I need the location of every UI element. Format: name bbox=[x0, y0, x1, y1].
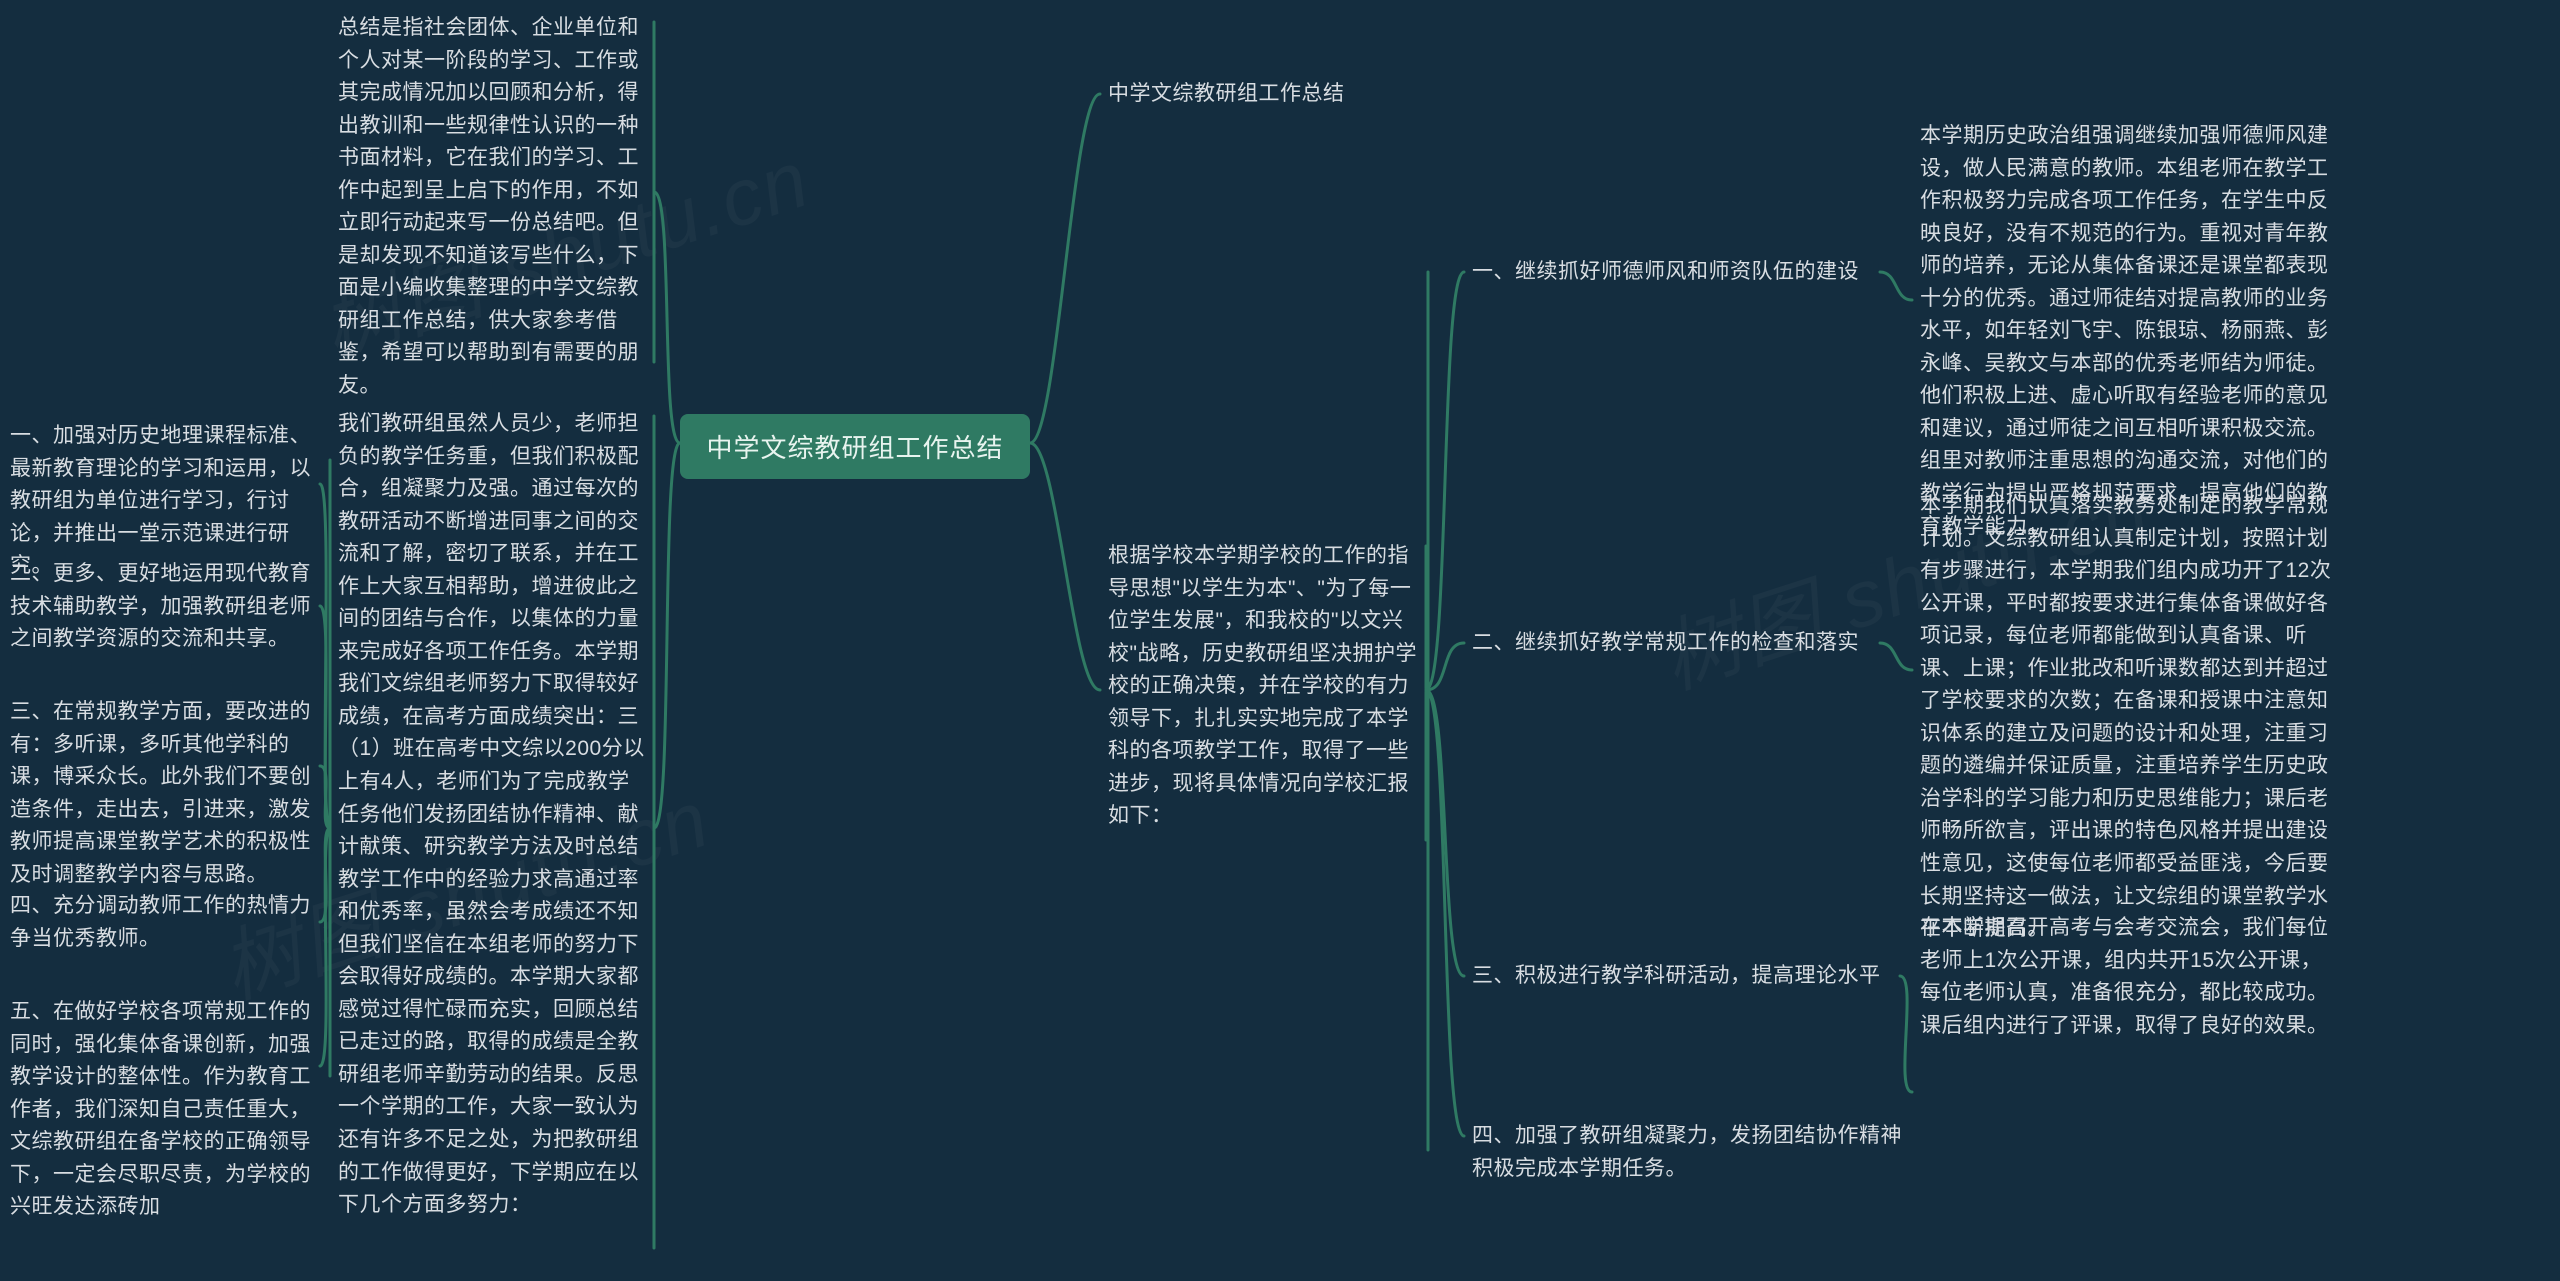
right-body: 根据学校本学期学校的工作的指导思想"以学生为本"、"为了每一位学生发展"，和我校… bbox=[1108, 540, 1418, 833]
left-item-3: 三、在常规教学方面，要改进的有：多听课，多听其他学科的课，博采众长。此外我们不要… bbox=[10, 696, 314, 891]
right-label-3: 三、积极进行教学科研活动，提高理论水平 bbox=[1472, 960, 1892, 993]
right-title: 中学文综教研组工作总结 bbox=[1108, 78, 1448, 111]
center-node: 中学文综教研组工作总结 bbox=[680, 414, 1030, 479]
right-label-4: 四、加强了教研组凝聚力，发扬团结协作精神积极完成本学期任务。 bbox=[1472, 1120, 1902, 1185]
mindmap-canvas: 树图 shutu.cn树图 shutu.cn树图 shutu.cn中学文综教研组… bbox=[0, 0, 2560, 1281]
left-item-4: 四、充分调动教师工作的热情力争当优秀教师。 bbox=[10, 890, 314, 955]
left-item-2: 二、更多、更好地运用现代教育技术辅助教学，加强教研组老师之间教学资源的交流和共享… bbox=[10, 558, 314, 656]
right-detail-1: 本学期历史政治组强调继续加强师德师风建设，做人民满意的教师。本组老师在教学工作积… bbox=[1920, 120, 2340, 543]
left-body: 我们教研组虽然人员少，老师担负的教学任务重，但我们积极配合，组凝聚力及强。通过每… bbox=[338, 408, 648, 1222]
left-intro: 总结是指社会团体、企业单位和个人对某一阶段的学习、工作或其完成情况加以回顾和分析… bbox=[338, 12, 648, 403]
left-item-5: 五、在做好学校各项常规工作的同时，强化集体备课创新，加强教学设计的整体性。作为教… bbox=[10, 996, 314, 1224]
right-label-1: 一、继续抓好师德师风和师资队伍的建设 bbox=[1472, 256, 1872, 289]
right-label-2: 二、继续抓好教学常规工作的检查和落实 bbox=[1472, 627, 1872, 660]
right-detail-3: 在本学期召开高考与会考交流会，我们每位老师上1次公开课，组内共开15次公开课，每… bbox=[1920, 912, 2340, 1042]
right-detail-2: 本学期我们认真落实教务处制定的教学常规计划。文综教研组认真制定计划，按照计划有步… bbox=[1920, 490, 2340, 946]
